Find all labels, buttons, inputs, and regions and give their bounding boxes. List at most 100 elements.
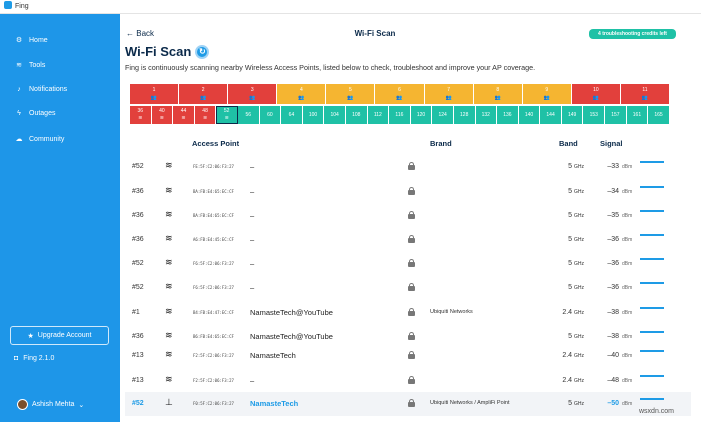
user-menu[interactable]: Ashish Mehta ⌄ [17, 399, 84, 410]
signal-unit: dBm [622, 213, 633, 219]
band-value: 5 [568, 333, 573, 340]
channel-number: 5 [349, 87, 352, 93]
app-title: Fing [15, 3, 29, 10]
band-unit: GHz [574, 285, 584, 291]
chevron-down-icon: ⌄ [78, 401, 85, 409]
upgrade-account-button[interactable]: ★ Upgrade Account [10, 326, 109, 345]
channel-5-cell: 108 [345, 106, 368, 124]
refresh-icon[interactable]: ↻ [195, 44, 210, 59]
channel-number: 64 [288, 112, 295, 118]
channel: #13 [132, 377, 144, 384]
ssid: – [250, 211, 255, 220]
wifi-icon: ≋ [165, 233, 173, 243]
band: 5 GHz [558, 236, 584, 243]
signal-unit: dBm [622, 334, 633, 340]
wifi-icon: ≋ [165, 281, 173, 291]
wifi-icon: ≋ [159, 115, 164, 121]
channel-number: 100 [308, 112, 318, 118]
signal-value: –48 [607, 377, 619, 384]
wifi-icon: ≋ [165, 349, 173, 359]
mac-address: B6:FB:E4:65:EC:CF [193, 334, 234, 339]
bolt-icon: ϟ [17, 110, 21, 117]
brand: Ubiquiti Networks [430, 309, 473, 315]
people-icon: 👥 [347, 95, 354, 101]
mac-address: F6:5F:C2:06:F3:27 [193, 261, 234, 266]
chevron-left-icon: ← [126, 29, 134, 38]
band: 5 GHz [558, 212, 584, 219]
sidebar-item-outages[interactable]: ϟ Outages [15, 110, 55, 117]
signal-bar [640, 398, 664, 400]
channel-5-cell: 153 [583, 106, 606, 124]
people-icon: 👥 [641, 95, 649, 101]
channel-number: 132 [481, 112, 490, 118]
lock-icon [408, 332, 415, 340]
band: 5 GHz [558, 333, 584, 340]
sidebar-item-notifications[interactable]: ♪ Notifications [15, 86, 67, 93]
table-row[interactable]: #52 ≋ F6:5F:C2:06:F3:27 – 5 GHz –36 dBm [125, 252, 691, 276]
channel-5-cell: 165 [648, 106, 670, 124]
sidebar-item-community[interactable]: ☁ Community [15, 135, 65, 144]
table-row[interactable]: #52 ⊥ F0:5F:C2:06:F3:27 NamasteTech Ubiquiti… [125, 392, 691, 416]
band-unit: GHz [574, 378, 584, 384]
band-value: 5 [568, 236, 573, 243]
channel: #36 [132, 188, 144, 195]
mac-address: FE:5F:C2:06:F3:27 [193, 164, 234, 169]
band: 2.4 GHz [558, 352, 584, 359]
signal-bar [640, 331, 664, 333]
channel-number: 7 [447, 87, 450, 93]
wifi-icon: ≋ [165, 306, 173, 316]
band-unit: GHz [574, 213, 584, 219]
band: 5 GHz [558, 260, 584, 267]
channel-5-cell: 124 [432, 106, 454, 124]
signal-bar [640, 161, 664, 163]
band-value: 5 [568, 188, 573, 195]
table-row[interactable]: #36 ≋ BA:FB:E4:65:EC:CF – 5 GHz –34 dBm [125, 180, 691, 204]
table-row[interactable]: #36 ≋ A6:FB:E4:45:EC:CF – 5 GHz –36 dBm [125, 228, 691, 252]
signal-bar [640, 350, 664, 352]
channel-number: 165 [654, 112, 663, 118]
channel-24-cell: 6 👥 [375, 84, 425, 104]
table-row[interactable]: #36 ≋ BA:FB:E4:65:EC:CF – 5 GHz –35 dBm [125, 204, 691, 228]
signal-unit: dBm [622, 237, 633, 243]
sidebar-item-label: Outages [29, 110, 56, 117]
channel-5-cell: 136 [497, 106, 519, 124]
table-row[interactable]: #1 ≋ B4:FB:E4:47:EC:CF NamasteTech@YouTube U… [125, 301, 691, 325]
channel-map-24ghz: 1 👥 2 👥 3 👥 4 👥 5 👥 6 👥 7 👥 8 👥 9 👥 10 👥 11 👥 [130, 84, 671, 104]
header-brand: Brand [430, 139, 452, 148]
lock-icon [408, 399, 415, 407]
back-label: Back [136, 29, 155, 38]
signal-value: –35 [607, 212, 619, 219]
ssid: NamasteTech [250, 399, 299, 408]
lock-icon [408, 308, 415, 316]
channel-number: 4 [299, 87, 303, 93]
channel-5-cell: 56 [237, 106, 260, 124]
ssid: NamasteTech [250, 351, 296, 360]
table-row[interactable]: #13 ≋ F2:5F:C2:06:F3:27 NamasteTech 2.4 GHz –… [125, 344, 691, 368]
sidebar-item-tools[interactable]: ≋ Tools [15, 61, 45, 70]
table-row[interactable]: #52 ≋ F6:5F:C2:06:F3:27 – 5 GHz –36 dBm [125, 276, 691, 300]
wifi-icon: ≋ [202, 115, 208, 121]
table-row[interactable]: #13 ≋ F2:5F:C2:06:F3:27 – 2.4 GHz –48 dBm [125, 369, 691, 393]
mac-address: F2:5F:C2:06:F3:27 [193, 378, 234, 383]
channel-number: 144 [546, 112, 555, 118]
channel-5-cell: 36 ≋ [130, 106, 152, 124]
sidebar-item-label: Notifications [29, 86, 68, 93]
sidebar-item-home[interactable]: ⚙ Home [15, 36, 48, 45]
back-button[interactable]: ← Back [126, 29, 154, 38]
gear-icon: ⚙ [15, 37, 23, 44]
channel-5-cell: 48 ≋ [194, 106, 217, 124]
channel: #13 [132, 352, 144, 359]
credits-badge[interactable]: 4 troubleshooting credits left [589, 29, 676, 39]
signal-value: –33 [607, 163, 619, 170]
signal-value: –36 [607, 284, 619, 291]
band: 5 GHz [558, 188, 584, 195]
table-row[interactable]: #36 ≋ B6:FB:E4:65:EC:CF NamasteTech@YouTube… [125, 325, 691, 349]
header-signal: Signal [600, 139, 623, 148]
signal-unit: dBm [622, 164, 633, 170]
channel-24-cell: 3 👥 [228, 84, 278, 104]
ssid: – [250, 187, 255, 196]
channel-5-cell: 100 [302, 106, 325, 124]
table-row[interactable]: #52 ≋ FE:5F:C2:06:F3:27 – 5 GHz –33 dBm [125, 155, 691, 179]
people-icon: 👥 [592, 95, 599, 101]
channel: #52 [132, 400, 144, 407]
